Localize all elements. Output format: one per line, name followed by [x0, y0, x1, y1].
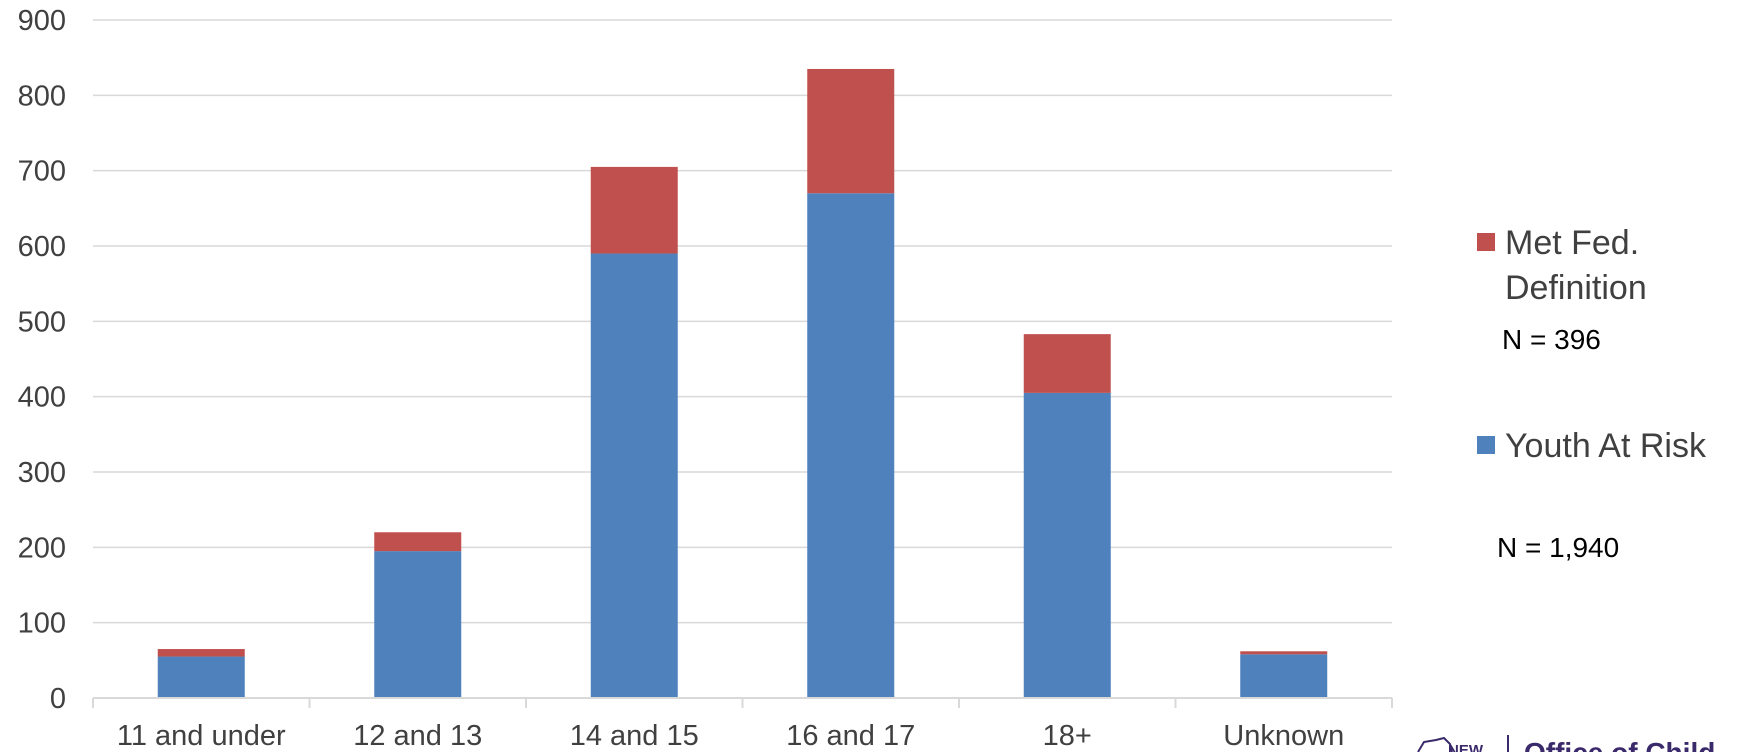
legend-note-met-fed-definition: N = 396	[1502, 324, 1601, 355]
y-tick-label: 300	[18, 457, 66, 489]
bar-met-fed-definition	[157, 649, 245, 657]
bar-youth-at-risk	[807, 193, 895, 698]
bar-met-fed-definition	[1023, 334, 1111, 393]
y-tick-label: 0	[50, 683, 66, 715]
bar-youth-at-risk	[157, 656, 245, 698]
x-tick-label: 12 and 13	[353, 720, 482, 752]
legend-label-youth-at-risk: Youth At Risk	[1505, 427, 1707, 465]
y-tick-label: 400	[18, 382, 66, 414]
x-axis-labels: 11 and under 12 and 13 14 and 15 16 and 17 1…	[117, 720, 1344, 752]
agency-logo: NEW Office of Child	[1417, 735, 1715, 752]
gridlines	[93, 19, 1392, 624]
y-tick-label: 100	[18, 608, 66, 640]
y-tick-label: 600	[18, 231, 66, 263]
bar-met-fed-definition	[590, 166, 678, 254]
y-tick-label: 200	[18, 532, 66, 564]
bars	[157, 68, 1328, 699]
bar-youth-at-risk	[590, 253, 678, 699]
y-tick-label: 700	[18, 156, 66, 188]
bar-youth-at-risk	[1240, 654, 1328, 698]
y-tick-label: 800	[18, 80, 66, 112]
x-tick-label: 18+	[1043, 720, 1092, 752]
bar-met-fed-definition	[1240, 651, 1328, 655]
legend-note-youth-at-risk: N = 1,940	[1497, 532, 1619, 563]
bar-met-fed-definition	[374, 532, 462, 552]
bar-youth-at-risk	[374, 551, 462, 698]
x-axis	[92, 697, 1393, 708]
x-tick-label: 11 and under	[117, 720, 286, 752]
legend: Met Fed. Definition N = 396 Youth At Ris…	[1477, 224, 1707, 563]
legend-swatch-youth-at-risk	[1477, 436, 1495, 454]
x-tick-label: 16 and 17	[786, 720, 915, 752]
bar-met-fed-definition	[807, 68, 895, 194]
y-tick-label: 900	[18, 5, 66, 37]
x-tick-label: 14 and 15	[570, 720, 699, 752]
legend-label-met-fed-definition: Met Fed. Definition	[1505, 224, 1649, 307]
x-tick-label: Unknown	[1223, 720, 1344, 752]
svg-text:Office of Child: Office of Child	[1524, 737, 1715, 752]
svg-text:NEW: NEW	[1448, 742, 1484, 752]
state-outline-icon	[1417, 736, 1453, 752]
y-axis-ticks: 0 100 200 300 400 500 600 700 800 900	[18, 5, 66, 715]
y-tick-label: 500	[18, 306, 66, 338]
legend-swatch-met-fed-definition	[1477, 233, 1495, 251]
bar-youth-at-risk	[1023, 392, 1111, 698]
